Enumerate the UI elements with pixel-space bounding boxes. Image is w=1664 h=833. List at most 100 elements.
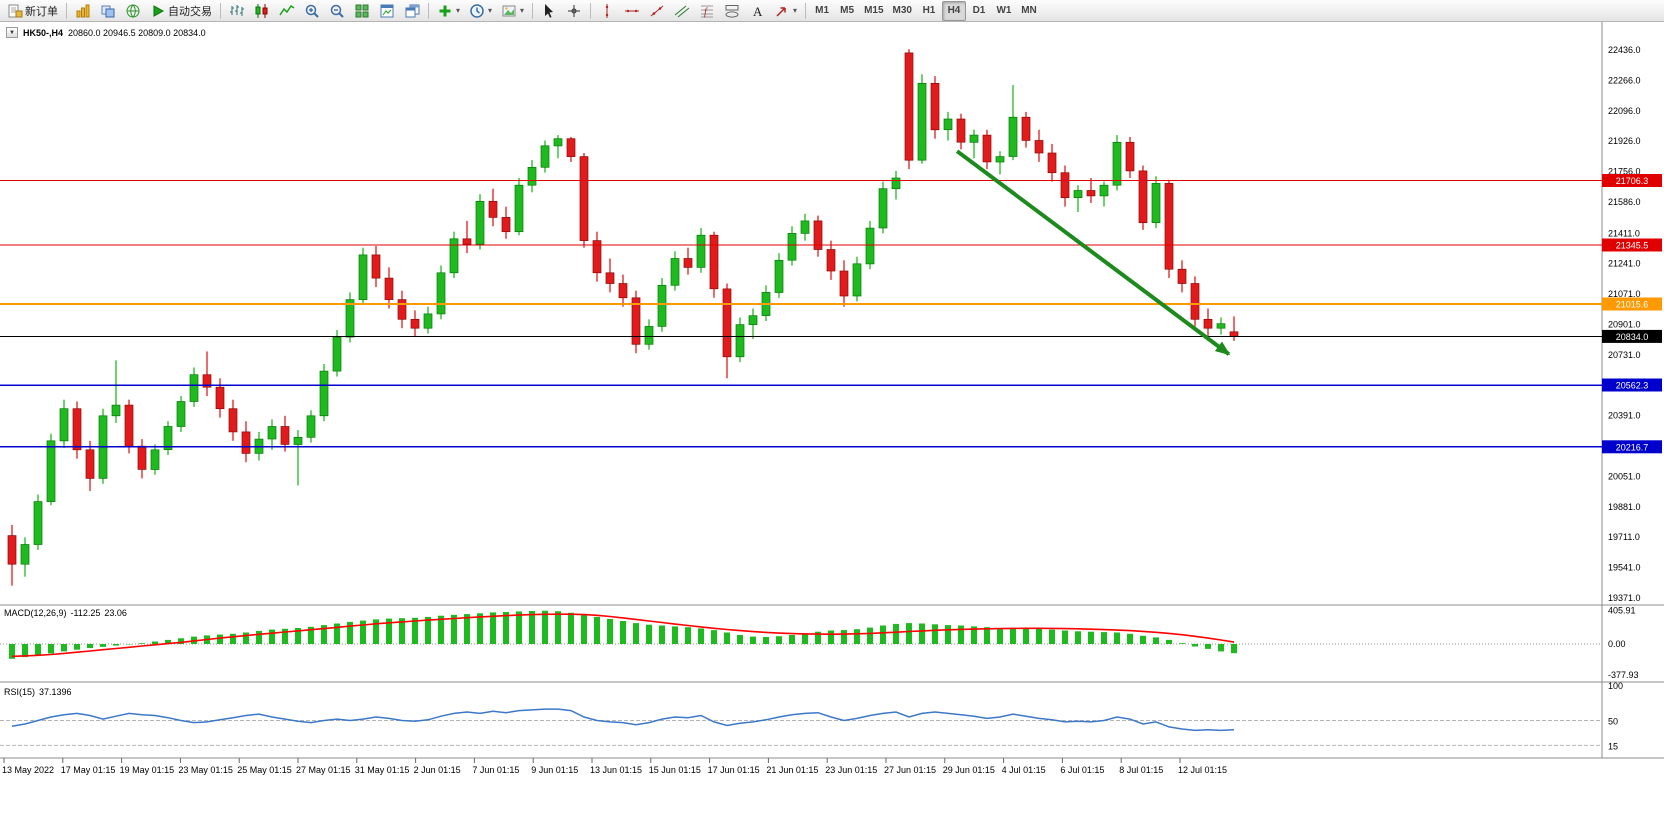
timeframe-d1-button[interactable]: D1 — [967, 1, 991, 21]
timeframe-mn-button-label: MN — [1021, 5, 1037, 16]
candle — [423, 313, 433, 329]
community-icon — [125, 3, 141, 19]
candle — [358, 254, 368, 300]
timeframe-m30-button[interactable]: M30 — [889, 1, 916, 21]
timeframe-mn-button[interactable]: MN — [1017, 1, 1041, 21]
time-label: 2 Jun 01:15 — [414, 765, 461, 775]
candle — [267, 426, 277, 440]
vline-icon — [599, 3, 615, 19]
crosshair-button[interactable] — [562, 1, 586, 21]
timeframe-m15-button[interactable]: M15 — [860, 1, 887, 21]
candle — [618, 283, 628, 299]
svg-text:21706.3: 21706.3 — [1616, 176, 1649, 186]
chart-window[interactable]: 22436.0 22266.0 22096.0 21926.0 21756.0 21586… — [0, 22, 1664, 833]
timeframe-m5-button[interactable]: M5 — [835, 1, 859, 21]
svg-text:15: 15 — [1608, 741, 1618, 751]
trend-arrow[interactable] — [955, 149, 1231, 356]
candle — [553, 138, 563, 147]
zoom-out-button[interactable] — [325, 1, 349, 21]
svg-text:19881.0: 19881.0 — [1608, 502, 1641, 512]
time-label: 7 Jun 01:15 — [472, 765, 519, 775]
vertical-line-button[interactable] — [595, 1, 619, 21]
channel-button[interactable] — [670, 1, 694, 21]
template-icon — [501, 3, 517, 19]
templates-button[interactable]: ▾ — [497, 1, 528, 21]
svg-text:20391.0: 20391.0 — [1608, 411, 1641, 421]
macd-value: -112.25 — [70, 608, 101, 618]
candle — [826, 249, 836, 272]
candle — [332, 336, 342, 372]
fibo-icon: f — [699, 3, 715, 19]
svg-text:21926.0: 21926.0 — [1608, 136, 1641, 146]
timeframe-w1-button[interactable]: W1 — [992, 1, 1016, 21]
cascade-windows-button[interactable] — [400, 1, 424, 21]
horizontal-line-button[interactable] — [620, 1, 644, 21]
candle — [1190, 283, 1200, 320]
candle — [1229, 331, 1239, 337]
hline-icon — [624, 3, 640, 19]
timeframe-m1-button[interactable]: M1 — [810, 1, 834, 21]
svg-text:21586.0: 21586.0 — [1608, 197, 1641, 207]
candle — [1216, 323, 1226, 329]
chart-canvas[interactable]: 22436.0 22266.0 22096.0 21926.0 21756.0 21586… — [0, 22, 1664, 833]
clock-icon — [469, 3, 485, 19]
candle — [475, 200, 485, 245]
cursor-button[interactable] — [537, 1, 561, 21]
candle — [839, 270, 849, 297]
line-chart-button[interactable] — [275, 1, 299, 21]
candle — [683, 258, 693, 268]
candle — [800, 220, 810, 234]
indicators-button[interactable]: ▾ — [433, 1, 464, 21]
new-order-button[interactable]: 新订单 — [3, 1, 62, 21]
candle — [1034, 140, 1044, 154]
candlestick-chart-button[interactable] — [250, 1, 274, 21]
zoom-in-button[interactable] — [300, 1, 324, 21]
candle — [943, 118, 953, 131]
timeframe-h1-button[interactable]: H1 — [917, 1, 941, 21]
candle — [202, 374, 212, 388]
macd-indicator-name: MACD(12,26,9) — [4, 608, 67, 618]
profiles-button[interactable] — [96, 1, 120, 21]
shapes-button[interactable] — [720, 1, 744, 21]
chart-list-button[interactable] — [71, 1, 95, 21]
svg-text:20051.0: 20051.0 — [1608, 471, 1641, 481]
candle — [1203, 318, 1213, 329]
pane-separators — [0, 604, 1664, 759]
tile-icon — [354, 3, 370, 19]
candle — [46, 440, 56, 502]
candle — [306, 415, 316, 438]
trendline-button[interactable] — [645, 1, 669, 21]
fibonacci-button[interactable]: f — [695, 1, 719, 21]
auto-trading-button[interactable]: 自动交易 — [146, 1, 216, 21]
arrange-windows-button[interactable] — [375, 1, 399, 21]
time-label: 4 Jul 01:15 — [1002, 765, 1046, 775]
candle — [865, 227, 875, 265]
candle — [462, 238, 472, 245]
candle — [514, 184, 524, 233]
candle — [956, 118, 966, 143]
shapes-icon — [724, 3, 740, 19]
candle — [878, 188, 888, 229]
price-tag — [1602, 297, 1662, 311]
collapse-chart-icon[interactable]: ▼ — [6, 27, 18, 38]
timeframe-h4-button[interactable]: H4 — [941, 0, 966, 21]
periods-button[interactable]: ▾ — [465, 1, 496, 21]
candlechart-icon — [254, 3, 270, 19]
candle — [930, 82, 940, 131]
main-toolbar: 新订单 自动交易 ▾ ▾ ▾ f A ▾ M1 M5 M15 M30 H1 H4 D1 W1 MN — [0, 0, 1664, 22]
candle — [579, 156, 589, 241]
svg-text:0.00: 0.00 — [1608, 639, 1626, 649]
text-button[interactable]: A — [745, 1, 769, 21]
arrows-button[interactable]: ▾ — [770, 1, 801, 21]
price-tag — [1602, 378, 1662, 392]
candle — [917, 82, 927, 161]
arrange-icon — [379, 3, 395, 19]
candle — [735, 324, 745, 358]
tile-windows-button[interactable] — [350, 1, 374, 21]
svg-text:f: f — [704, 7, 708, 18]
bar-chart-button[interactable] — [225, 1, 249, 21]
time-label: 17 May 01:15 — [61, 765, 116, 775]
candle — [189, 374, 199, 402]
community-button[interactable] — [121, 1, 145, 21]
crosshair-icon — [566, 3, 582, 19]
